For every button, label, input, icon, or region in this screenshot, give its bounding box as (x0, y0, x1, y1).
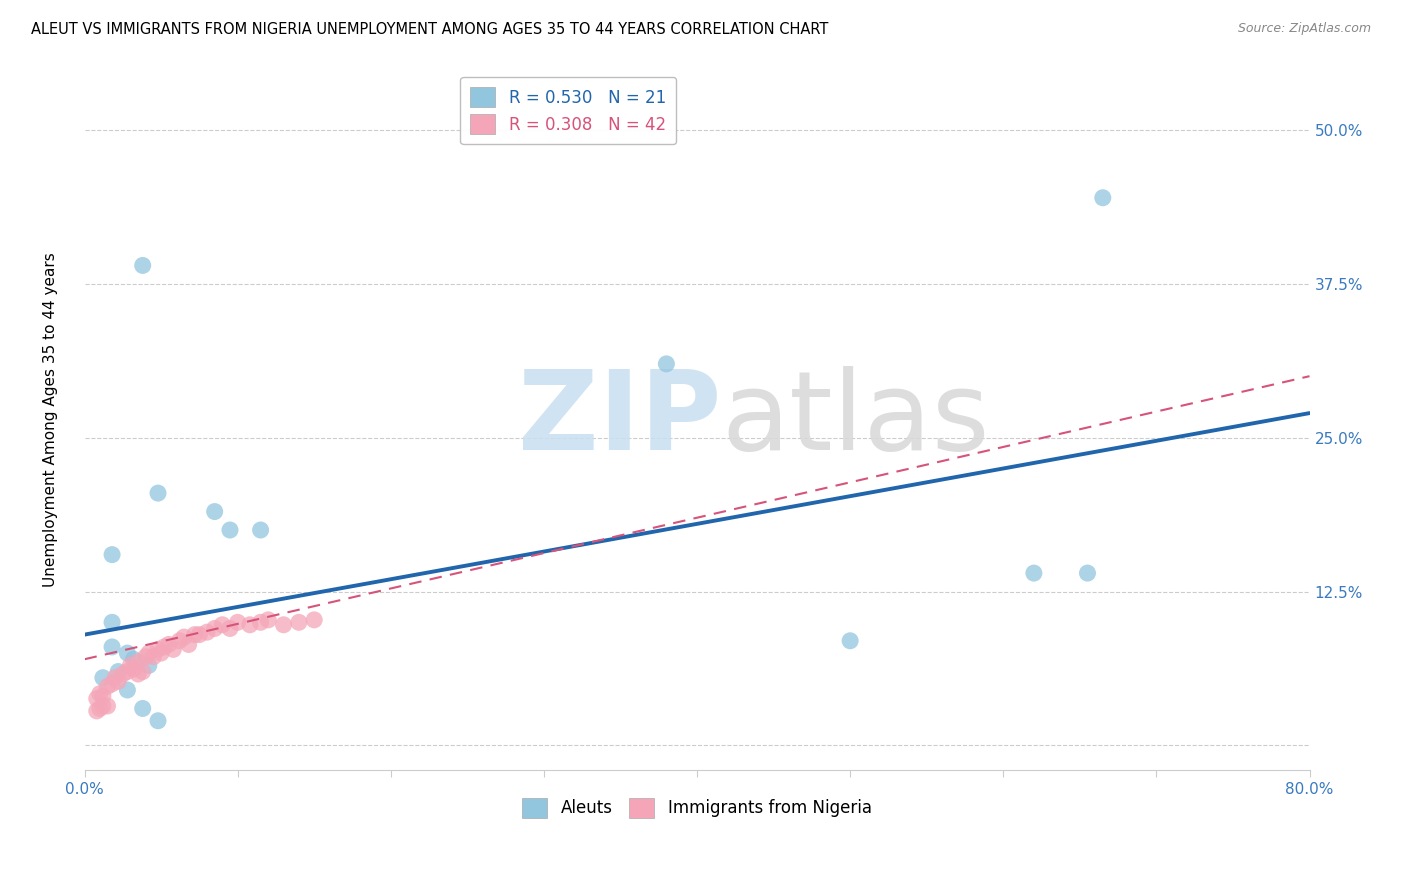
Point (162, 642, 184, 657)
Point (226, 615, 249, 630)
Point (219, 622, 242, 636)
Point (1076, 566, 1098, 580)
Point (89, 701, 111, 715)
Point (302, 613, 325, 627)
Point (1022, 566, 1045, 580)
Point (131, 259, 153, 273)
Point (120, 658, 142, 673)
Point (195, 625, 218, 640)
Point (153, 640, 176, 654)
Point (288, 615, 311, 630)
Point (249, 615, 271, 630)
Point (655, 357, 678, 371)
Point (122, 662, 145, 676)
Point (117, 683, 139, 698)
Point (150, 646, 173, 660)
Point (107, 665, 129, 679)
Point (211, 617, 233, 632)
Point (101, 615, 124, 630)
Point (127, 655, 149, 669)
Point (117, 665, 139, 679)
Point (173, 630, 195, 644)
Point (177, 638, 200, 652)
Text: ALEUT VS IMMIGRANTS FROM NIGERIA UNEMPLOYMENT AMONG AGES 35 TO 44 YEARS CORRELAT: ALEUT VS IMMIGRANTS FROM NIGERIA UNEMPLO… (31, 22, 828, 37)
Point (96, 679, 118, 693)
Point (184, 627, 207, 641)
Point (142, 649, 165, 664)
Point (91, 689, 114, 703)
Point (257, 613, 280, 627)
Point (101, 677, 124, 691)
Point (146, 486, 169, 500)
Point (101, 640, 124, 654)
Point (249, 523, 271, 537)
Text: atlas: atlas (721, 366, 990, 473)
Point (204, 504, 226, 518)
Point (146, 642, 169, 657)
Point (839, 633, 862, 648)
Point (239, 617, 262, 632)
Point (138, 646, 160, 660)
Point (107, 674, 129, 689)
Point (273, 617, 295, 632)
Point (96, 698, 118, 713)
Point (131, 665, 153, 679)
Point (91, 698, 114, 713)
Point (122, 652, 145, 666)
Point (131, 701, 153, 715)
Point (188, 627, 211, 641)
Point (169, 633, 191, 648)
Point (86, 691, 108, 706)
Point (219, 523, 242, 537)
Text: Source: ZipAtlas.com: Source: ZipAtlas.com (1237, 22, 1371, 36)
Y-axis label: Unemployment Among Ages 35 to 44 years: Unemployment Among Ages 35 to 44 years (44, 252, 58, 587)
Point (104, 671, 127, 685)
Point (138, 658, 160, 673)
Point (146, 714, 169, 728)
Point (111, 667, 134, 681)
Point (157, 638, 180, 652)
Point (101, 548, 124, 562)
Point (89, 687, 111, 701)
Point (117, 646, 139, 660)
Point (127, 667, 149, 681)
Point (91, 671, 114, 685)
Point (135, 649, 157, 664)
Point (86, 704, 108, 718)
Point (204, 622, 226, 636)
Legend: Aleuts, Immigrants from Nigeria: Aleuts, Immigrants from Nigeria (516, 791, 879, 825)
Point (1091, 191, 1114, 205)
Text: ZIP: ZIP (519, 366, 721, 473)
